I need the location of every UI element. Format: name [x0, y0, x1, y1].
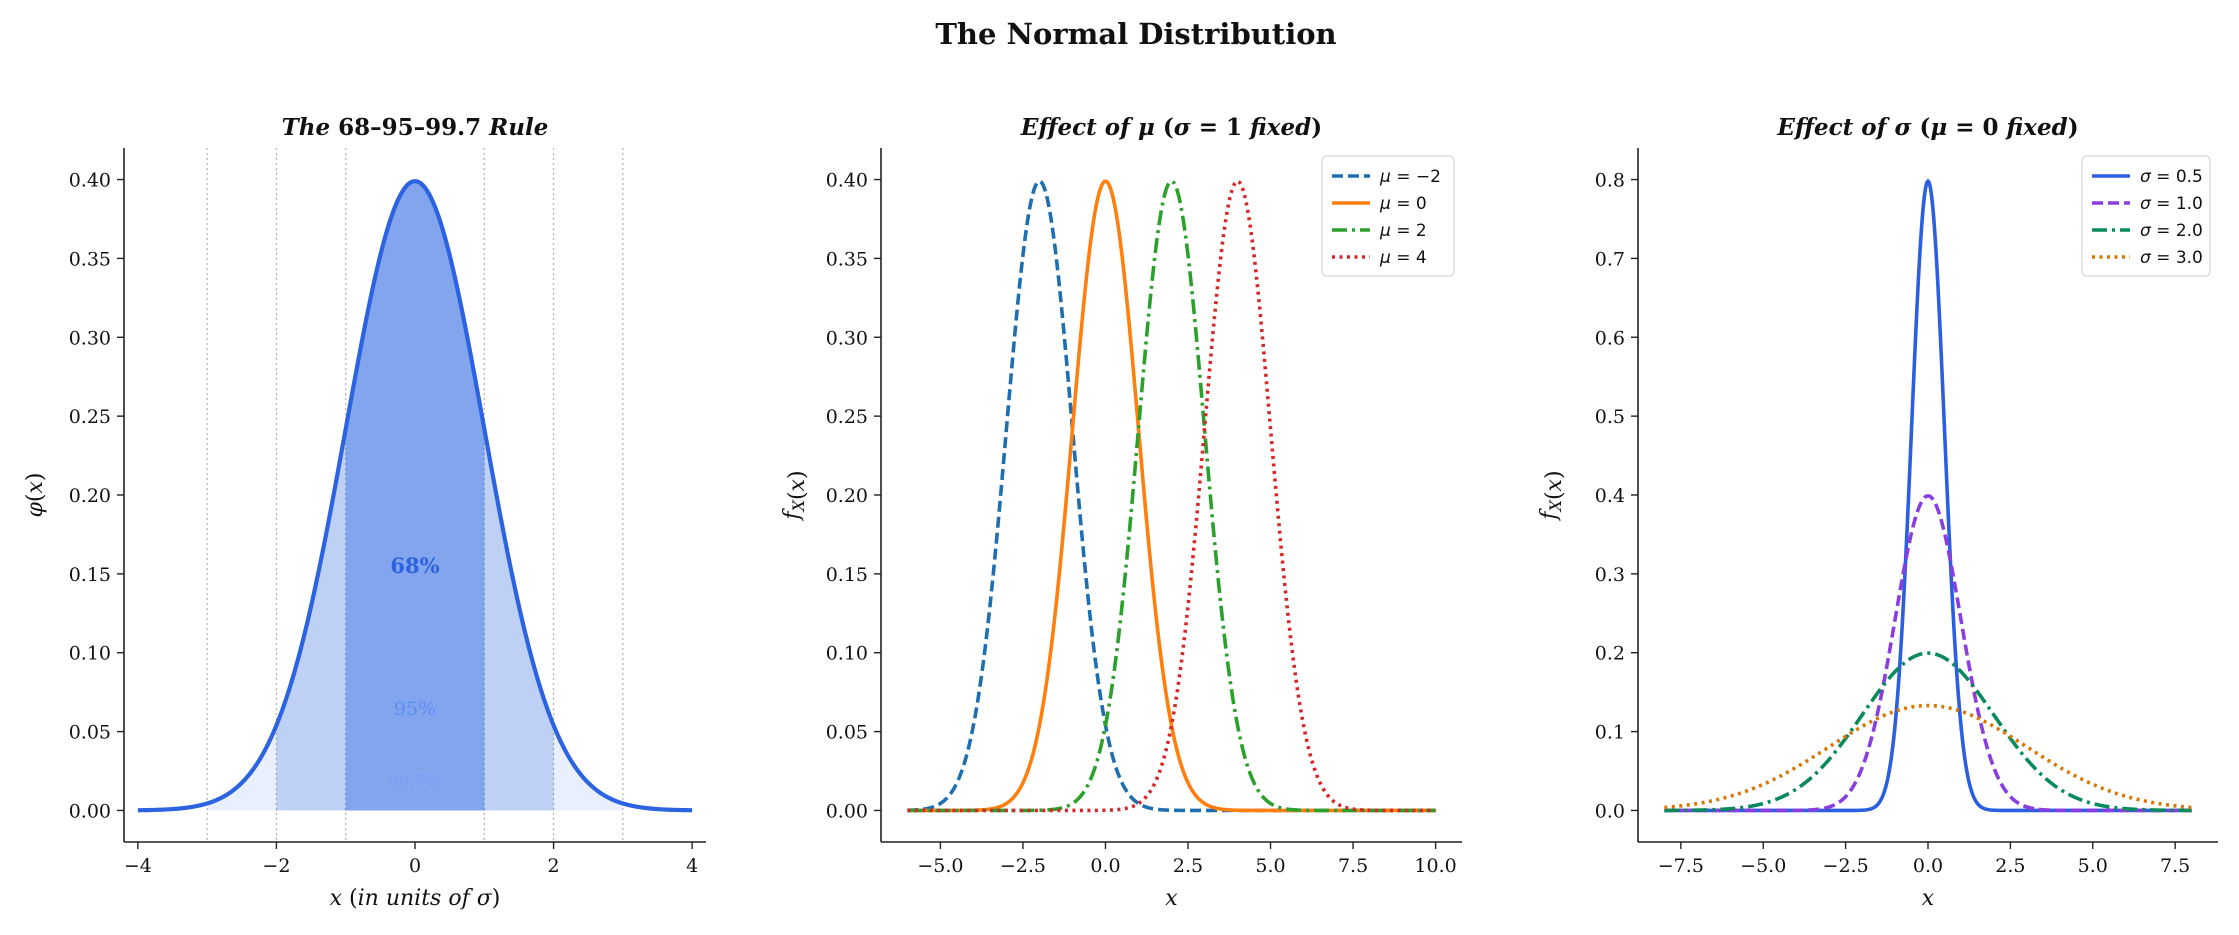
y-tick-label: 0.7: [1595, 248, 1625, 270]
y-tick-label: 0.4: [1595, 485, 1625, 507]
y-tick-label: 0.15: [69, 564, 111, 586]
x-tick-label: −5.0: [1740, 855, 1786, 877]
x-tick-label: 2: [548, 855, 560, 877]
x-axis-label: x: [1165, 886, 1178, 911]
y-tick-label: 0.1: [1595, 722, 1625, 744]
x-tick-label: 10.0: [1414, 855, 1456, 877]
legend-label-0: μ = −2: [1379, 167, 1441, 187]
legend-box: [2081, 155, 2211, 277]
x-tick-label: 0: [409, 855, 421, 877]
y-tick-label: 0.25: [69, 406, 111, 428]
x-tick-label: 5.0: [1255, 855, 1285, 877]
band-label-997: 99.7%: [388, 772, 442, 792]
y-tick-label: 0.8: [1595, 170, 1625, 192]
legend-label-2: σ = 2.0: [2140, 221, 2203, 241]
x-tick-label: −7.5: [1658, 855, 1704, 877]
legend-label-3: σ = 3.0: [2140, 248, 2203, 268]
y-tick-label: 0.0: [1595, 800, 1625, 822]
y-axis-label: φ(x): [23, 472, 48, 517]
y-tick-label: 0.40: [69, 170, 111, 192]
y-tick-label: 0.10: [826, 643, 868, 665]
x-tick-label: 5.0: [2078, 855, 2108, 877]
y-tick-label: 0.5: [1595, 406, 1625, 428]
x-tick-label: 4: [686, 855, 698, 877]
y-tick-label: 0.25: [826, 406, 868, 428]
band-label-68: 68%: [390, 553, 439, 578]
standard-normal-curve: [137, 179, 693, 813]
y-tick-label: 0.6: [1595, 327, 1625, 349]
legend-box: [1321, 155, 1455, 277]
band-label-95: 95%: [394, 698, 436, 720]
x-tick-label: 2.5: [1173, 855, 1203, 877]
panel-title: The 68–95–99.7 Rule: [282, 114, 549, 141]
y-tick-label: 0.30: [69, 327, 111, 349]
y-tick-label: 0.35: [69, 248, 111, 270]
y-tick-label: 0.35: [826, 248, 868, 270]
figure-suptitle: The Normal Distribution: [935, 17, 1336, 51]
y-tick-label: 0.20: [826, 485, 868, 507]
series-line-3: [907, 179, 1436, 813]
series-line-2: [1664, 651, 2192, 813]
x-tick-label: −2.5: [1000, 855, 1046, 877]
x-tick-label: 2.5: [1995, 855, 2025, 877]
band-68-area: [345, 181, 485, 811]
panel-effect-of-sigma: Effect of σ (μ = 0 fixed) σ = 0.5 σ = 1.0 σ…: [1537, 114, 2218, 911]
y-tick-label: 0.40: [826, 170, 868, 192]
panel-title: Effect of μ (σ = 1 fixed): [1020, 114, 1322, 141]
y-tick-label: 0.05: [826, 722, 868, 744]
series-line-2: [907, 179, 1436, 813]
legend-label-1: σ = 1.0: [2140, 194, 2203, 214]
y-tick-label: 0.30: [826, 327, 868, 349]
y-tick-label: 0.2: [1595, 643, 1625, 665]
legend-label-1: μ = 0: [1379, 194, 1427, 214]
y-tick-label: 0.10: [69, 643, 111, 665]
series-line-1: [1664, 494, 2192, 813]
band-95-area: [276, 181, 554, 811]
y-tick-label: 0.05: [69, 722, 111, 744]
x-tick-label: −5.0: [917, 855, 963, 877]
x-tick-label: −2: [262, 855, 290, 877]
x-tick-label: −4: [124, 855, 152, 877]
series-line-3: [1664, 703, 2192, 810]
x-tick-label: 0.0: [1913, 855, 1943, 877]
x-axis-label: x: [1922, 886, 1935, 911]
y-tick-label: 0.20: [69, 485, 111, 507]
x-axis-label: x (in units of σ): [330, 886, 501, 911]
legend-label-2: μ = 2: [1379, 221, 1427, 241]
panel-title: Effect of σ (μ = 0 fixed): [1776, 114, 2078, 141]
x-tick-label: 0.0: [1090, 855, 1120, 877]
y-axis-label: fX(x): [780, 470, 810, 521]
y-tick-label: 0.3: [1595, 564, 1625, 586]
y-axis-label: fX(x): [1537, 470, 1567, 521]
panel-effect-of-mu: Effect of μ (σ = 1 fixed) μ = −2 μ = 0 μ = …: [780, 114, 1462, 911]
band-997-area: [207, 181, 623, 811]
y-tick-label: 0.00: [69, 800, 111, 822]
y-tick-label: 0.00: [826, 800, 868, 822]
y-tick-label: 0.15: [826, 564, 868, 586]
legend-label-0: σ = 0.5: [2140, 167, 2203, 187]
series-line-0: [907, 179, 1436, 813]
x-tick-label: 7.5: [2160, 855, 2190, 877]
x-tick-label: 7.5: [1338, 855, 1368, 877]
x-tick-label: −2.5: [1823, 855, 1869, 877]
legend-label-3: μ = 4: [1379, 248, 1427, 268]
panel-68-95-rule: The 68–95–99.7 Rule 68% 95% 99.7% −4 −2 0 2 4 0.0…: [23, 114, 706, 911]
